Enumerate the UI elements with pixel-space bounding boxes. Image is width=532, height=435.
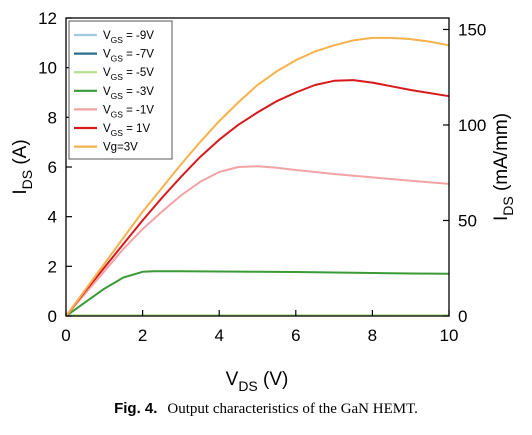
series-line-6: [65, 36, 450, 317]
y-axis-label: IDS (A): [10, 139, 35, 194]
x-axis-label: VDS (V): [226, 369, 289, 394]
x-tick-label-4: 8: [368, 326, 377, 345]
legend-label-3: VGS = -3V: [103, 86, 154, 101]
legend: VGS = -9V VGS = -7V VGS = -5V VGS = -3V VGS …: [68, 20, 173, 160]
figure-number: Fig. 4.: [114, 400, 158, 417]
right-y-tick-label-1: 50: [458, 211, 477, 230]
y-tick-label-5: 10: [38, 59, 57, 78]
series-line-4: [65, 165, 450, 317]
legend-label-6: Vg=3V: [103, 142, 138, 154]
series-line-3: [65, 270, 450, 317]
y-tick-label-3: 6: [48, 158, 57, 177]
figure-caption: Fig. 4. Output characteristics of the GaN…: [0, 400, 532, 418]
right-y-tick-label-0: 0: [458, 307, 467, 326]
x-tick-label-3: 6: [291, 326, 300, 345]
series-line-5: [65, 79, 450, 317]
legend-label-4: VGS = -1V: [103, 104, 154, 119]
legend-label-1: VGS = -7V: [103, 49, 154, 64]
right-y-tick-label-3: 150: [458, 20, 486, 39]
legend-label-0: VGS = -9V: [103, 30, 154, 45]
y-tick-label-2: 4: [48, 208, 57, 227]
right-y-tick-label-2: 100: [458, 116, 486, 135]
right-y-axis-label: IDS (mA/mm): [491, 113, 516, 221]
x-tick-label-2: 4: [214, 326, 223, 345]
legend-label-5: VGS = 1V: [103, 123, 150, 138]
caption-text: Output characteristics of the GaN HEMT.: [167, 401, 418, 417]
x-tick-label-5: 10: [440, 326, 459, 345]
legend-label-2: VGS = -5V: [103, 67, 154, 82]
y-tick-label-1: 2: [48, 257, 57, 276]
y-tick-label-6: 12: [38, 9, 57, 28]
x-tick-label-1: 2: [138, 326, 147, 345]
y-tick-label-4: 8: [48, 108, 57, 127]
x-tick-label-0: 0: [61, 326, 70, 345]
y-tick-label-0: 0: [48, 307, 57, 326]
